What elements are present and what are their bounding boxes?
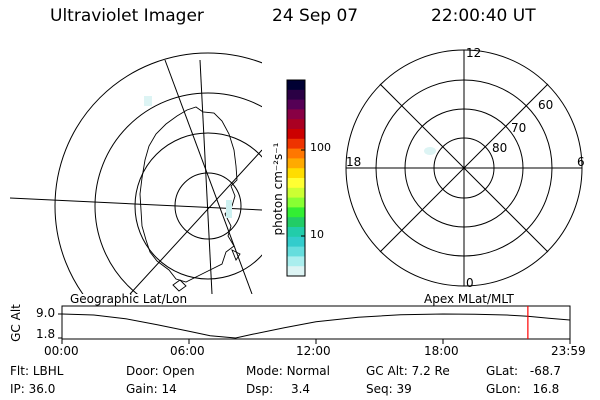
y-axis-label: GC Alt	[9, 304, 23, 342]
x-tick-label: 18:00	[424, 344, 459, 358]
colorbar-tick-100: 100	[310, 141, 331, 154]
colorbar-band	[287, 236, 305, 248]
x-tick-label: 06:00	[170, 344, 205, 358]
seq-value: 39	[396, 382, 412, 396]
mode-value: Normal	[286, 364, 330, 378]
gcalt-status: GC Alt: 7.2 Re	[366, 364, 450, 378]
gc-alt-line	[61, 313, 570, 339]
colorbar-band	[287, 256, 305, 267]
colorbar-band	[287, 266, 305, 277]
colorbar-band	[287, 197, 305, 208]
gain-value: 14	[161, 382, 177, 396]
glat-status: GLat: -68.7	[486, 364, 561, 378]
colorbar-band	[287, 187, 305, 199]
meridian-line	[129, 149, 262, 294]
colorbar-band	[287, 217, 305, 228]
colorbar-band	[287, 129, 305, 140]
meridian-line	[164, 59, 253, 294]
colorbar-unit-label: photon cm⁻²s⁻¹	[271, 142, 285, 236]
colorbar-band	[287, 246, 305, 257]
meridian-line	[10, 197, 262, 211]
antarctica-coastline	[139, 106, 238, 283]
date-text: 24 Sep 07	[272, 6, 359, 26]
colorbar-band	[287, 178, 305, 189]
mlt-label-6: 6	[577, 155, 585, 169]
right-panel-label: Apex MLat/MLT	[424, 292, 514, 306]
lat-label-70: 70	[511, 121, 527, 135]
geographic-panel	[10, 52, 262, 294]
seq-status: Seq: 39	[366, 382, 412, 396]
colorbar-band	[287, 119, 305, 130]
colorbar-band	[287, 148, 305, 159]
aurora-patch	[424, 147, 436, 155]
island-outline	[172, 279, 187, 292]
lat-circle-3	[94, 92, 262, 294]
instrument-title: Ultraviolet Imager	[50, 6, 204, 26]
colorbar-band	[287, 99, 305, 110]
colorbar-band	[287, 168, 305, 179]
left-panel-label: Geographic Lat/Lon	[70, 292, 188, 306]
y-tick-label: 1.8	[36, 327, 56, 341]
dsp-status: Dsp: 3.4	[246, 382, 311, 396]
mode-status: Mode: Normal	[246, 364, 330, 378]
lat-circle-4	[54, 52, 262, 294]
ip-value: 36.0	[28, 382, 56, 396]
filter-value: LBHL	[32, 364, 64, 378]
mlt-label-12: 12	[466, 46, 482, 60]
colorbar-tick-10: 10	[310, 228, 324, 241]
altitude-plot	[58, 305, 571, 344]
polar-panel	[345, 49, 583, 287]
mlt-label-0: 0	[466, 276, 474, 290]
colorbar	[286, 79, 306, 277]
colorbar-band	[287, 109, 305, 120]
glat-value: -68.7	[529, 364, 561, 378]
glon-status: GLon: 16.8	[486, 382, 560, 396]
aurora-patch	[226, 200, 232, 218]
mlt-label-18: 18	[346, 155, 362, 169]
colorbar-band	[287, 158, 305, 169]
gain-status: Gain: 14	[126, 382, 177, 396]
colorbar-band	[287, 80, 305, 91]
meridian-line	[199, 59, 213, 294]
gcalt-value: 7.2 Re	[411, 364, 450, 378]
colorbar-band	[287, 138, 305, 150]
glon-value: 16.8	[532, 382, 560, 396]
x-tick-label: 00:00	[44, 344, 79, 358]
filter-status: Flt: LBHL	[10, 364, 64, 378]
island-outline	[231, 249, 241, 261]
lat-circle-2	[134, 132, 262, 280]
colorbar-band	[287, 227, 305, 238]
time-text: 22:00:40 UT	[431, 6, 536, 26]
colorbar-band	[287, 207, 305, 218]
x-tick-label: 23:59	[551, 344, 586, 358]
colorbar-band	[287, 89, 305, 101]
dsp-value: 3.4	[290, 382, 311, 396]
y-tick-label: 9.0	[36, 306, 56, 320]
aurora-patch	[144, 96, 152, 106]
lat-label-60: 60	[538, 98, 554, 112]
ip-status: IP: 36.0	[10, 382, 56, 396]
x-tick-label: 12:00	[296, 344, 331, 358]
door-status: Door: Open	[126, 364, 195, 378]
lat-label-80: 80	[492, 141, 508, 155]
door-value: Open	[162, 364, 195, 378]
mlt-diagonal	[379, 83, 549, 253]
